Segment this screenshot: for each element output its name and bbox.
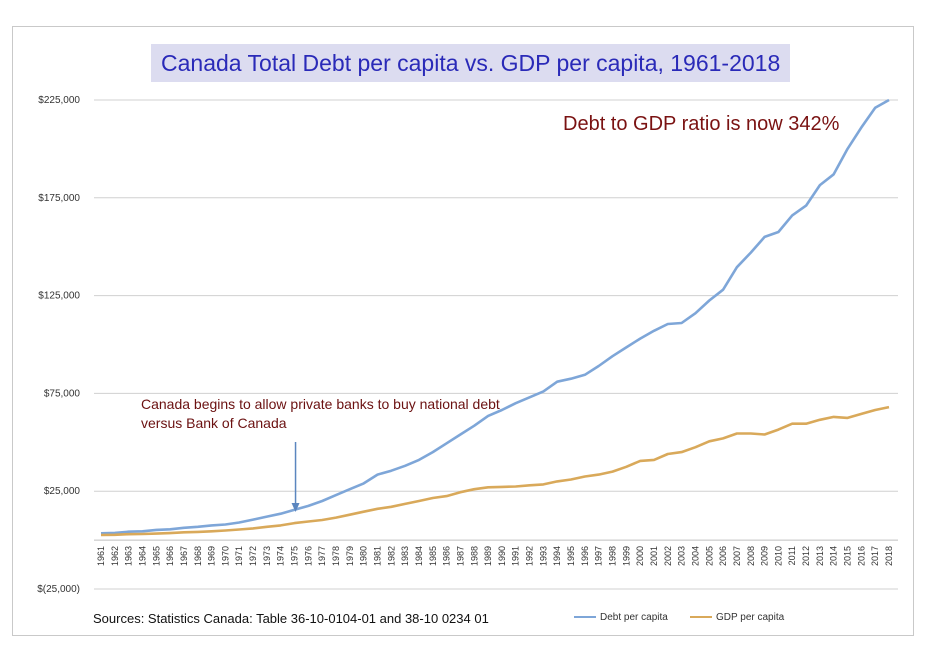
chart-title: Canada Total Debt per capita vs. GDP per… (151, 44, 791, 82)
x-tick-label: 1996 (580, 546, 590, 566)
legend-item-debt: Debt per capita (574, 612, 668, 623)
x-tick-label: 2006 (718, 546, 728, 566)
x-tick-label: 1968 (193, 546, 203, 566)
x-tick-label: 1980 (359, 546, 369, 566)
y-tick-label: $(25,000) (37, 584, 80, 595)
x-tick-label: 1994 (552, 546, 562, 566)
legend-label-gdp: GDP per capita (716, 612, 785, 623)
x-tick-label: 1977 (317, 546, 327, 566)
x-tick-label: 1967 (179, 546, 189, 566)
x-tick-label: 1983 (400, 546, 410, 566)
x-tick-label: 2018 (884, 546, 894, 566)
x-tick-label: 2008 (746, 546, 756, 566)
x-tick-label: 1992 (525, 546, 535, 566)
legend-swatch-gdp (690, 616, 712, 619)
series-line-gdp (100, 405, 890, 537)
x-tick-label: 1991 (511, 546, 521, 566)
x-tick-label: 1975 (290, 546, 300, 566)
x-tick-label: 1962 (110, 546, 120, 566)
x-tick-label: 2001 (649, 546, 659, 566)
x-tick-label: 2010 (773, 546, 783, 566)
x-tick-label: 1969 (207, 546, 217, 566)
x-tick-label: 2013 (815, 546, 825, 566)
x-tick-label: 1984 (414, 546, 424, 566)
x-tick-label: 2017 (870, 546, 880, 566)
x-tick-label: 2004 (690, 546, 700, 566)
x-tick-label: 2014 (829, 546, 839, 566)
x-tick-label: 1972 (248, 546, 258, 566)
x-tick-label: 1979 (345, 546, 355, 566)
x-tick-label: 2015 (843, 546, 853, 566)
x-tick-label: 2007 (732, 546, 742, 566)
x-tick-label: 2009 (760, 546, 770, 566)
x-tick-label: 2011 (787, 546, 797, 565)
x-tick-label: 1973 (262, 546, 272, 566)
x-tick-label: 1999 (621, 546, 631, 566)
source-note: Sources: Statistics Canada: Table 36-10-… (93, 611, 489, 626)
x-tick-label: 1976 (303, 546, 313, 566)
x-tick-label: 2005 (704, 546, 714, 566)
x-tick-label: 1978 (331, 546, 341, 566)
x-tick-label: 1986 (442, 546, 452, 566)
x-tick-label: 1981 (372, 546, 382, 566)
x-tick-label: 1971 (234, 546, 244, 566)
ratio-annotation: Debt to GDP ratio is now 342% (563, 113, 840, 135)
x-tick-label: 1964 (137, 546, 147, 566)
x-tick-label: 1993 (538, 546, 548, 566)
x-tick-label: 2016 (856, 546, 866, 566)
x-tick-label: 1998 (608, 546, 618, 566)
x-tick-label: 2012 (801, 546, 811, 566)
x-tick-label: 1990 (497, 546, 507, 566)
x-tick-label: 1997 (594, 546, 604, 566)
y-tick-label: $25,000 (44, 486, 81, 497)
x-tick-label: 1982 (386, 546, 396, 566)
x-tick-label: 1974 (276, 546, 286, 566)
x-tick-label: 1965 (151, 546, 161, 566)
x-tick-label: 1987 (455, 546, 465, 566)
legend-swatch-debt (574, 616, 596, 619)
y-tick-label: $175,000 (38, 193, 80, 204)
legend-label-debt: Debt per capita (600, 612, 668, 623)
x-tick-label: 2002 (663, 546, 673, 566)
y-tick-label: $75,000 (44, 388, 81, 399)
x-tick-label: 2000 (635, 546, 645, 566)
series-line-debt (100, 98, 890, 535)
event-arrow-head (291, 503, 300, 512)
y-tick-label: $225,000 (38, 95, 80, 106)
x-tick-label: 1989 (483, 546, 493, 566)
x-tick-label: 1995 (566, 546, 576, 566)
x-tick-label: 1970 (220, 546, 230, 566)
x-tick-label: 2003 (677, 546, 687, 566)
x-tick-label: 1961 (96, 546, 106, 566)
x-tick-label: 1963 (124, 546, 134, 566)
x-tick-label: 1985 (428, 546, 438, 566)
event-annotation: Canada begins to allow private banks to … (141, 396, 500, 431)
legend-item-gdp: GDP per capita (690, 612, 784, 623)
y-tick-label: $125,000 (38, 291, 80, 302)
x-tick-label: 1966 (165, 546, 175, 566)
x-tick-label: 1988 (469, 546, 479, 566)
